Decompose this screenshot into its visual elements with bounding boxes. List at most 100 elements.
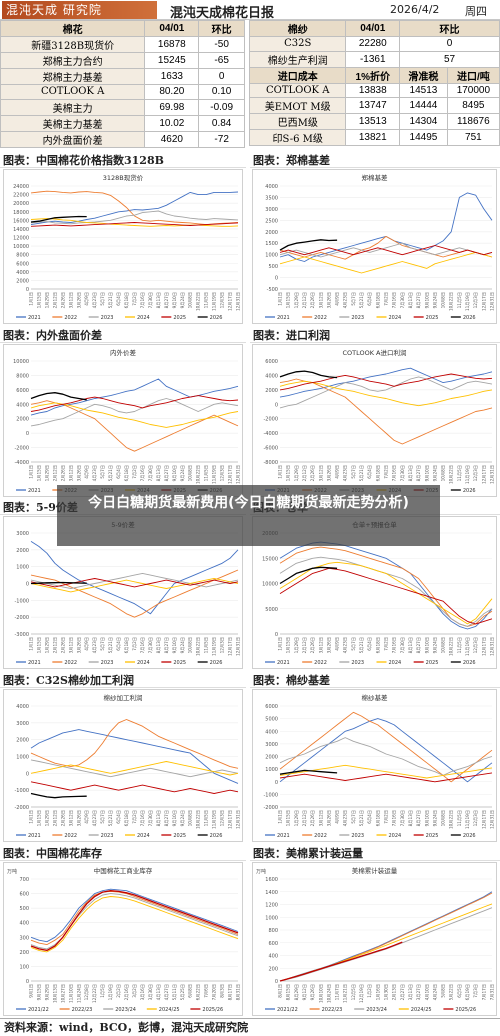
y-tick-label: -2000 [14, 615, 29, 621]
x-tick-label: 4月23日 [92, 810, 98, 826]
table-header-row: 棉花 04/01 环比 [0, 20, 245, 37]
series-line [30, 402, 239, 428]
x-tick-label: 10月8日 [441, 465, 447, 481]
x-tick-label: 11月24日 [76, 984, 82, 1003]
chart-title: 中国棉花工商业库存 [94, 866, 153, 875]
x-tick-label: 1月1日 [278, 637, 284, 651]
x-tick-label: 4月23日 [343, 810, 349, 826]
x-tick-label: 11月19日 [212, 292, 218, 311]
table-cell: 4620 [144, 130, 200, 148]
x-tick-label: 1月1日 [29, 465, 35, 479]
y-tick-label: 2000 [16, 417, 29, 423]
series-line [30, 578, 239, 588]
y-tick-label: 16000 [13, 218, 29, 224]
x-tick-label: 12月17日 [481, 292, 487, 311]
x-tick-label: 12月17日 [228, 637, 234, 656]
table-cell: 57 [399, 50, 500, 68]
x-tick-label: 4月10日 [424, 984, 430, 1000]
x-tick-label: 9月24日 [432, 637, 438, 653]
chart-panel: 仓单+预报仓单050001000015000200001月1日1月15日1月29… [252, 516, 497, 669]
x-tick-label: 8月13日 [156, 292, 162, 308]
legend-label: 2022 [64, 315, 77, 321]
x-tick-label: 7月30日 [400, 465, 406, 481]
y-tick-label: 10000 [13, 359, 29, 365]
x-tick-label: 3月12日 [68, 465, 74, 481]
x-tick-label: 9月10日 [424, 292, 430, 308]
table-cell: 69.98 [144, 98, 200, 116]
y-tick-label: -3000 [14, 632, 29, 638]
x-tick-label: 11月19日 [212, 465, 218, 484]
chart-svg: 仓单+预报仓单050001000015000200001月1日1月15日1月29… [262, 520, 495, 666]
x-tick-label: 12月3日 [220, 465, 226, 481]
x-tick-label: 10月13日 [52, 984, 58, 1003]
y-tick-label: -2000 [14, 805, 29, 811]
x-tick-label: 8月27日 [164, 292, 170, 308]
table-header-cell: 进口/吨 [446, 66, 500, 84]
legend-label: 2022 [64, 660, 77, 666]
y-tick-label: 10000 [13, 244, 29, 250]
table-cell: 0 [399, 36, 500, 52]
legend-label: 2024/25 [411, 1007, 432, 1013]
legend-label: 2021 [277, 660, 290, 666]
table-header-cell: 04/01 [345, 20, 401, 37]
table-cell: 13513 [345, 113, 401, 130]
table-row: 美EMOT M级 13747 14444 8495 [248, 97, 500, 114]
series-line [30, 761, 239, 776]
series-line [279, 242, 493, 258]
table-cell: 8495 [446, 97, 500, 114]
table-row: 美棉主力基差 10.02 0.84 [0, 114, 245, 132]
x-tick-label: 6月18日 [124, 810, 130, 826]
x-tick-label: 4月23日 [92, 465, 98, 481]
y-tick-label: 3500 [265, 195, 278, 201]
article-title-banner[interactable]: 今日白糖期货最新费用(今日白糖期货最新走势分析) [57, 485, 440, 546]
x-tick-label: 9月10日 [172, 292, 178, 308]
table-cell: 0.84 [198, 114, 245, 132]
table-header-cell: 滑准税 [399, 66, 448, 84]
x-tick-label: 2月12日 [52, 292, 58, 308]
series-line [30, 759, 239, 778]
x-tick-label: 11月19日 [465, 465, 471, 484]
table-row: 棉纱生产利润 -1361 57 [248, 50, 500, 68]
x-tick-label: 6月18日 [124, 465, 130, 481]
series-line [279, 380, 493, 407]
legend-label: 2022 [64, 833, 77, 839]
chart-svg: COTLOOK A进口利润 -8000 -6000 -4000 -2000 0 2000 40… [263, 348, 495, 494]
y-tick-label: 6000 [16, 261, 29, 267]
x-tick-label: 1月15日 [36, 292, 42, 308]
y-tick-label: 5000 [265, 717, 278, 723]
x-tick-label: 3月12日 [318, 292, 324, 308]
x-tick-label: 9月24日 [180, 292, 186, 308]
x-tick-label: 6月4日 [367, 292, 373, 306]
x-tick-label: 3月26日 [76, 292, 82, 308]
series-line [30, 888, 239, 943]
section-title: 图表：中国棉花库存 [0, 846, 246, 861]
y-tick-label: 2000 [16, 278, 29, 284]
series-line [30, 572, 239, 589]
x-tick-label: 1月1日 [29, 292, 35, 306]
x-tick-label: 11月21日 [343, 984, 349, 1003]
series-line [279, 941, 403, 982]
x-tick-label: 10月22日 [196, 810, 202, 829]
y-tick-label: 8000 [16, 373, 29, 379]
x-tick-label: 7月16日 [140, 810, 146, 826]
x-tick-label: 7月2日 [384, 465, 390, 479]
y-tick-label: 4000 [16, 402, 29, 408]
report-weekday: 周四 [465, 5, 487, 18]
x-tick-label: 7月2日 [132, 810, 138, 824]
chart-svg: 内外价差 -4000 -2000 0 2000 4000 6000 8000 10000 1月1日… [13, 348, 241, 494]
x-tick-label: 9月10日 [172, 637, 178, 653]
y-tick-label: 20000 [13, 201, 29, 207]
legend-label: 2021 [28, 833, 41, 839]
x-tick-label: 4月13日 [156, 984, 162, 1000]
legend-label: 2026 [463, 315, 476, 321]
x-tick-label: 2月26日 [310, 637, 316, 653]
table-cell: C32S [248, 36, 347, 52]
x-tick-label: 1月30日 [384, 984, 390, 1000]
x-tick-label: 5月7日 [100, 292, 106, 306]
chart-panel: 棉纱加工利润 -2000 -1000 0 1000 2000 3000 4000 1月1日 1月1… [3, 689, 243, 842]
table-row: COTLOOK A 80.20 0.10 [0, 84, 245, 100]
section-title: 图表：中国棉花价格指数3128B [0, 153, 246, 168]
y-tick-label: 1000 [16, 565, 29, 571]
x-tick-label: 2月12日 [52, 810, 58, 826]
x-tick-label: 11月5日 [204, 292, 210, 308]
